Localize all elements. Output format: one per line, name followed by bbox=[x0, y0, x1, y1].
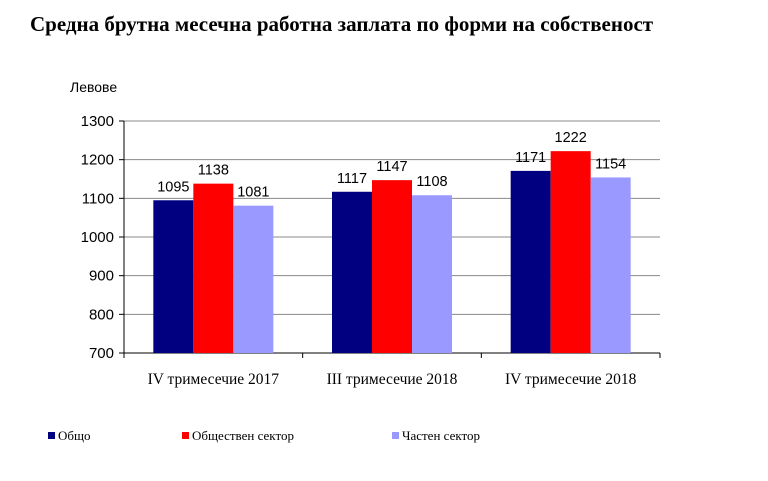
data-label: 1108 bbox=[416, 174, 447, 190]
y-axis-label: Левове bbox=[70, 79, 117, 95]
data-label: 1117 bbox=[337, 171, 367, 187]
y-tick-label: 900 bbox=[89, 268, 114, 285]
data-label: 1147 bbox=[376, 159, 407, 175]
bar bbox=[412, 195, 452, 353]
y-tick-label: 1300 bbox=[81, 113, 114, 130]
x-tick-label: IV тримесечие 2017 bbox=[148, 371, 280, 388]
legend-swatch bbox=[182, 432, 189, 439]
legend-label: Частен сектор bbox=[402, 428, 480, 443]
bar bbox=[153, 200, 194, 353]
x-tick-label: IV тримесечие 2018 bbox=[505, 371, 637, 388]
data-label: 1171 bbox=[515, 150, 546, 166]
legend-label: Общо bbox=[58, 428, 91, 443]
bar bbox=[510, 170, 551, 353]
data-label: 1222 bbox=[555, 130, 587, 146]
x-tick-label: III тримесечие 2018 bbox=[327, 371, 458, 388]
data-label: 1095 bbox=[157, 179, 189, 195]
data-labels: 1095 1138 1081 1117 1147 1108 1171 1222 1154 bbox=[157, 130, 626, 201]
y-tick-label: 1200 bbox=[81, 152, 114, 169]
bar bbox=[193, 183, 234, 353]
bar bbox=[550, 151, 591, 353]
legend: Общо Обществен сектор Частен сектор bbox=[48, 428, 480, 443]
bars bbox=[153, 151, 631, 353]
y-tick-label: 700 bbox=[89, 345, 114, 362]
bar bbox=[590, 177, 631, 353]
y-tick-label: 800 bbox=[89, 306, 114, 323]
data-label: 1154 bbox=[595, 156, 626, 172]
bar bbox=[372, 180, 412, 353]
bar bbox=[233, 205, 274, 353]
legend-label: Обществен сектор bbox=[192, 428, 294, 443]
y-tick-label: 1100 bbox=[82, 190, 114, 207]
y-tick-label: 1000 bbox=[81, 229, 114, 246]
chart-title: Средна брутна месечна работна заплата по… bbox=[30, 12, 654, 36]
data-label: 1138 bbox=[198, 163, 229, 179]
bar bbox=[332, 191, 372, 353]
legend-swatch bbox=[392, 432, 399, 439]
legend-swatch bbox=[48, 432, 55, 439]
data-label: 1081 bbox=[237, 185, 269, 201]
